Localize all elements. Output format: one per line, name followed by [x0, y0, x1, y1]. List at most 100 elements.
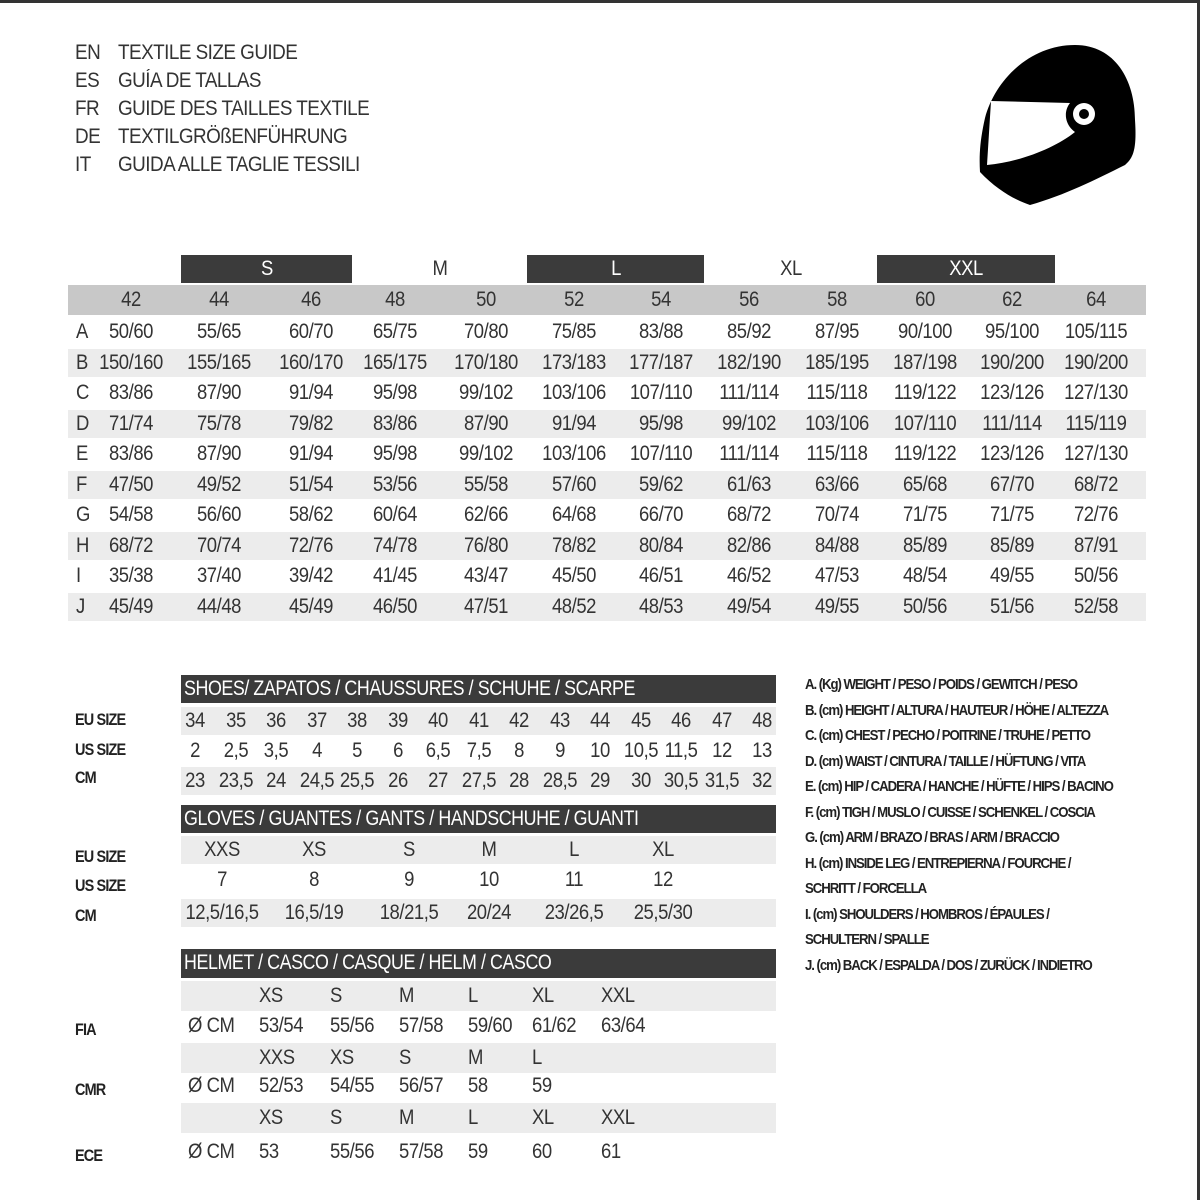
table-cell: 165/175 — [363, 350, 427, 374]
table-cell: 64/68 — [551, 503, 597, 526]
table-cell: 54/58 — [108, 503, 154, 526]
table-cell: 127/130 — [1064, 381, 1128, 404]
helmet-size: XS — [259, 1106, 283, 1129]
title-lang-en: EN — [75, 41, 101, 64]
table-cell: 190/200 — [1064, 350, 1128, 374]
column-header-42: 42 — [121, 288, 141, 311]
shoes-cell: 47 — [711, 709, 732, 732]
table-cell: 61/63 — [726, 472, 772, 496]
helmet-value: 58 — [468, 1074, 488, 1097]
table-cell: 68/72 — [108, 533, 154, 557]
gloves-cell: 23/26,5 — [544, 901, 604, 924]
helmet-value: 63/64 — [601, 1014, 646, 1037]
table-cell: 58/62 — [288, 503, 334, 526]
shoes-row-label: EU SIZE — [75, 710, 126, 729]
gloves-cell: 18/21,5 — [379, 901, 439, 924]
shoes-cell: 44 — [590, 709, 610, 732]
legend-line: E. (cm) HIP / CADERA / HANCHE / HÜFTE / … — [805, 778, 1114, 795]
table-cell: 41/45 — [372, 564, 418, 587]
size-group-xl: XL — [704, 255, 877, 283]
shoes-cell: 6,5 — [425, 739, 451, 762]
size-group-label: XXL — [949, 257, 983, 280]
shoes-cell: 28,5 — [542, 769, 577, 792]
table-cell: 185/195 — [805, 350, 869, 374]
size-group-xxl: XXL — [877, 255, 1055, 283]
table-cell: 49/55 — [989, 564, 1035, 587]
legend-line: SCHRITT / FORCELLA — [805, 880, 927, 897]
row-key-d: D — [76, 411, 89, 435]
row-band — [68, 592, 1146, 621]
title-lang-de: DE — [75, 125, 101, 148]
column-header-46: 46 — [301, 288, 321, 311]
table-cell: 78/82 — [551, 533, 597, 557]
helmet-size: XL — [532, 1106, 554, 1129]
helmet-unit: Ø CM — [188, 1140, 235, 1163]
table-cell: 50/56 — [902, 594, 948, 618]
table-cell: 60/70 — [288, 320, 334, 343]
table-cell: 35/38 — [108, 564, 154, 587]
table-cell: 82/86 — [726, 533, 772, 557]
gloves-row-label: EU SIZE — [75, 847, 126, 866]
helmet-value: 59 — [532, 1074, 552, 1097]
row-band — [181, 767, 776, 795]
shoes-cell: 2,5 — [223, 739, 248, 762]
column-header-56: 56 — [739, 288, 759, 311]
shoes-cell: 10 — [590, 739, 610, 762]
motorcycle-helmet-icon — [979, 45, 1136, 205]
shoes-cell: 37 — [306, 709, 327, 732]
eu-size-header-band — [68, 285, 1146, 315]
table-cell: 55/58 — [463, 472, 509, 496]
helmet-value: 53 — [259, 1140, 279, 1163]
shoes-cell: 9 — [554, 739, 565, 762]
row-key-i: I — [76, 564, 81, 587]
table-cell: 72/76 — [288, 533, 334, 557]
table-cell: 62/66 — [463, 503, 509, 526]
gloves-cell: 10 — [479, 868, 499, 891]
legend-line: C. (cm) CHEST / PECHO / POITRINE / TRUHE… — [805, 727, 1091, 744]
table-cell: 83/86 — [108, 381, 154, 404]
row-key-b: B — [76, 350, 88, 374]
column-header-64: 64 — [1086, 288, 1106, 311]
column-header-58: 58 — [827, 288, 847, 311]
table-cell: 177/187 — [629, 350, 693, 374]
row-key-f: F — [76, 472, 87, 496]
table-cell: 43/47 — [463, 564, 509, 587]
frame-border-right — [1197, 0, 1200, 1200]
table-cell: 45/50 — [551, 564, 597, 587]
shoes-cell: 35 — [225, 709, 246, 732]
helmet-size: S — [330, 1106, 342, 1129]
table-cell: 107/110 — [629, 381, 693, 404]
legend-line: SCHULTERN / SPALLE — [805, 931, 930, 948]
shoes-cell: 41 — [468, 709, 489, 732]
shoes-cell: 23,5 — [218, 769, 253, 792]
column-header-50: 50 — [476, 288, 496, 311]
gloves-header-bar: GLOVES / GUANTES / GANTS / HANDSCHUHE / … — [181, 805, 776, 833]
helmet-value: 57/58 — [399, 1140, 444, 1163]
table-cell: 91/94 — [288, 442, 334, 465]
helmet-value: 57/58 — [399, 1014, 444, 1037]
column-header-44: 44 — [209, 288, 229, 311]
table-cell: 111/114 — [719, 442, 779, 465]
shoes-cell: 27,5 — [461, 769, 496, 792]
shoes-cell: 29 — [590, 769, 610, 792]
table-cell: 99/102 — [459, 381, 513, 404]
size-group-l: L — [527, 255, 704, 283]
table-cell: 79/82 — [288, 411, 334, 435]
gloves-cell: 16,5/19 — [284, 901, 344, 924]
table-cell: 68/72 — [1073, 472, 1119, 496]
helmet-size: L — [468, 984, 478, 1007]
legend-line: F. (cm) TIGH / MUSLO / CUISSE / SCHENKEL… — [805, 803, 1096, 821]
helmet-value: 59 — [468, 1140, 488, 1163]
helmet-header-bar: HELMET / CASCO / CASQUE / HELM / CASCO — [181, 949, 776, 978]
table-cell: 48/52 — [551, 594, 597, 618]
table-cell: 74/78 — [372, 533, 418, 557]
helmet-size: XXL — [601, 984, 635, 1007]
table-cell: 83/86 — [108, 442, 154, 465]
table-cell: 47/53 — [814, 564, 860, 587]
helmet-size: S — [330, 984, 342, 1007]
row-key-g: G — [76, 503, 90, 526]
table-cell: 87/91 — [1073, 533, 1119, 557]
gloves-cell: L — [569, 838, 579, 861]
shoes-cell: 2 — [190, 739, 200, 762]
table-cell: 91/94 — [551, 411, 597, 435]
